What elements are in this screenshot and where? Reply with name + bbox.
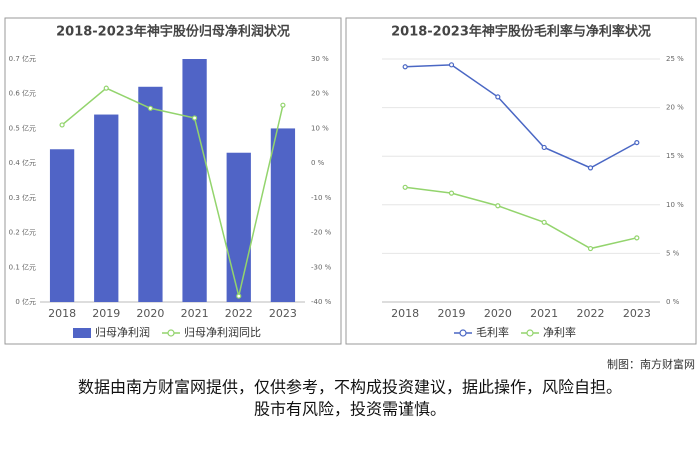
legend-swatch xyxy=(167,329,175,337)
y-tick-label: 0.6 亿元 xyxy=(9,89,36,98)
x-tick-label: 2022 xyxy=(225,307,253,320)
bar xyxy=(138,86,163,303)
y-tick-label: 20 % xyxy=(666,104,684,112)
y-tick-label: 0.3 亿元 xyxy=(9,193,36,202)
right-panel xyxy=(345,17,697,345)
point xyxy=(280,102,286,108)
point xyxy=(541,219,547,225)
point xyxy=(495,94,501,100)
point xyxy=(402,64,408,70)
y-tick-label: 0 亿元 xyxy=(15,297,36,306)
point xyxy=(634,235,640,241)
bar xyxy=(49,149,75,302)
y2-tick-label: 30 % xyxy=(311,55,329,63)
bar xyxy=(94,114,119,303)
y2-tick-label: -20 % xyxy=(311,229,332,237)
y2-tick-label: -30 % xyxy=(311,263,332,271)
legend-swatch xyxy=(73,328,91,338)
point xyxy=(147,105,154,111)
y-tick-label: 10 % xyxy=(666,201,684,209)
point xyxy=(448,62,455,68)
x-tick-label: 2021 xyxy=(181,307,209,320)
bar xyxy=(182,59,207,302)
x-tick-label: 2018 xyxy=(48,307,76,320)
disclaimer: 数据由南方财富网提供，仅供参考，不构成投资建议，据此操作，风险自担。 xyxy=(78,378,622,397)
x-tick-label: 2019 xyxy=(438,307,466,320)
credit: 制图：南方财富网 xyxy=(607,357,695,371)
line xyxy=(61,87,284,297)
y-tick-label: 15 % xyxy=(666,152,684,160)
point xyxy=(587,165,594,171)
x-tick-label: 2020 xyxy=(136,307,164,320)
chart-title: 2018-2023年神宇股份归母净利润状况 xyxy=(56,24,290,40)
x-tick-label: 2023 xyxy=(269,307,297,320)
legend-label: 归母净利润 xyxy=(95,325,150,339)
y2-tick-label: -40 % xyxy=(311,298,332,306)
legend-label: 归母净利润同比 xyxy=(184,325,261,339)
line xyxy=(405,64,638,169)
point xyxy=(236,293,242,299)
disclaimer: 股市有风险，投资需谨慎。 xyxy=(254,400,446,419)
x-tick-label: 2018 xyxy=(391,307,419,320)
point xyxy=(541,144,547,151)
y2-tick-label: 10 % xyxy=(311,124,329,132)
legend-label: 净利率 xyxy=(543,325,576,339)
line xyxy=(405,186,638,250)
y2-tick-label: -10 % xyxy=(311,194,332,202)
y-tick-label: 0.1 亿元 xyxy=(9,262,36,271)
point xyxy=(587,245,594,252)
point xyxy=(495,203,501,209)
point xyxy=(634,139,640,146)
y-tick-label: 0.4 亿元 xyxy=(9,158,36,167)
point xyxy=(59,122,65,128)
y2-tick-label: 0 % xyxy=(311,159,325,167)
y-tick-label: 25 % xyxy=(666,55,684,63)
point xyxy=(402,184,408,190)
chart-title: 2018-2023年神宇股份毛利率与净利率状况 xyxy=(391,24,651,40)
legend-swatch xyxy=(459,329,467,337)
point xyxy=(448,190,455,196)
y-tick-label: 0.5 亿元 xyxy=(9,123,36,132)
point xyxy=(103,85,109,91)
legend-label: 毛利率 xyxy=(476,325,509,339)
y-tick-label: 0.2 亿元 xyxy=(9,228,36,237)
y-tick-label: 0 % xyxy=(666,298,680,306)
y2-tick-label: 20 % xyxy=(311,90,329,98)
x-tick-label: 2023 xyxy=(623,307,651,320)
y-tick-label: 5 % xyxy=(666,249,680,257)
y-tick-label: 0.7 亿元 xyxy=(9,54,36,63)
bar xyxy=(270,128,296,302)
point xyxy=(191,115,198,121)
x-tick-label: 2022 xyxy=(577,307,605,320)
left-panel xyxy=(4,17,342,345)
x-tick-label: 2020 xyxy=(484,307,512,320)
bar xyxy=(226,152,251,302)
x-tick-label: 2019 xyxy=(92,307,120,320)
legend-swatch xyxy=(526,329,534,337)
x-tick-label: 2021 xyxy=(530,307,558,320)
